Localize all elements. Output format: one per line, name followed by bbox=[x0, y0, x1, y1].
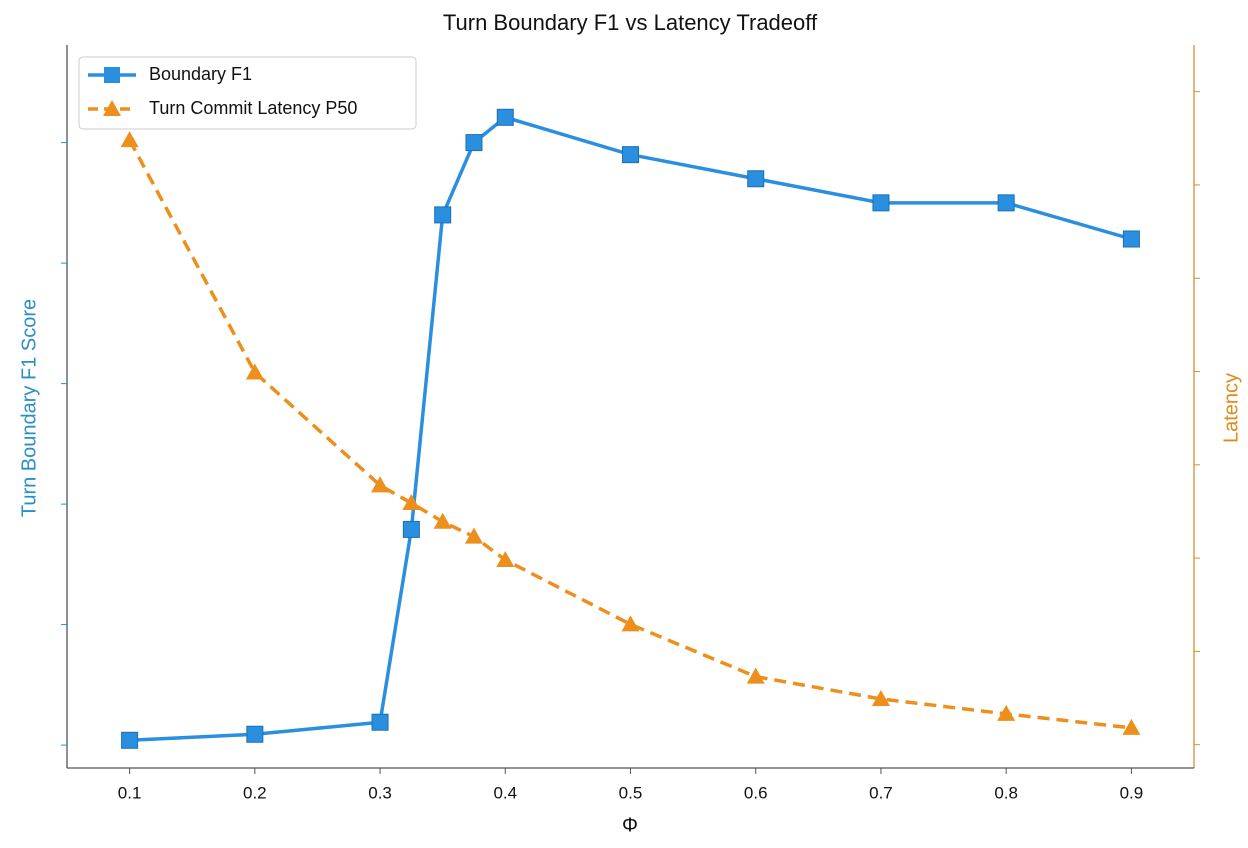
marker bbox=[747, 170, 765, 188]
marker bbox=[622, 146, 639, 164]
marker bbox=[371, 713, 389, 731]
marker bbox=[871, 689, 890, 706]
x-tick-label: 0.8 bbox=[994, 783, 1018, 802]
x-tick-label: 0.1 bbox=[118, 783, 142, 802]
marker bbox=[246, 725, 264, 743]
legend-marker bbox=[104, 67, 120, 83]
x-axis-label: Φ bbox=[622, 814, 638, 836]
marker bbox=[621, 615, 640, 632]
x-tick-label: 0.7 bbox=[869, 783, 893, 802]
x-tick-label: 0.2 bbox=[243, 783, 267, 802]
legend-label: Boundary F1 bbox=[149, 64, 252, 84]
marker bbox=[746, 667, 765, 684]
x-tick-label: 0.5 bbox=[619, 783, 643, 802]
y-axis-label: Turn Boundary F1 Score bbox=[18, 299, 40, 517]
marker bbox=[120, 131, 139, 148]
marker bbox=[433, 512, 452, 529]
marker bbox=[1122, 230, 1140, 248]
marker bbox=[872, 194, 890, 212]
chart-title: Turn Boundary F1 vs Latency Tradeoff bbox=[443, 10, 818, 35]
marker bbox=[997, 704, 1016, 721]
marker bbox=[371, 476, 390, 493]
legend-marker bbox=[103, 100, 121, 116]
legend-label: Turn Commit Latency P50 bbox=[149, 98, 357, 118]
marker bbox=[245, 363, 264, 380]
x-tick-label: 0.4 bbox=[493, 783, 517, 802]
marker bbox=[402, 494, 421, 511]
marker bbox=[464, 527, 483, 544]
series-line bbox=[129, 115, 1132, 743]
marker bbox=[997, 194, 1015, 212]
marker bbox=[121, 731, 139, 749]
series-line bbox=[128, 139, 1132, 730]
marker bbox=[465, 134, 483, 152]
x-tick-label: 0.3 bbox=[368, 783, 392, 802]
marker bbox=[1122, 718, 1141, 735]
y2-axis-label: Latency bbox=[1220, 373, 1242, 443]
x-tick-label: 0.9 bbox=[1120, 783, 1144, 802]
x-tick-label: 0.6 bbox=[744, 783, 768, 802]
marker bbox=[434, 206, 452, 224]
marker bbox=[402, 520, 420, 538]
marker bbox=[496, 108, 514, 126]
marker bbox=[496, 550, 515, 567]
legend-box bbox=[78, 56, 417, 130]
